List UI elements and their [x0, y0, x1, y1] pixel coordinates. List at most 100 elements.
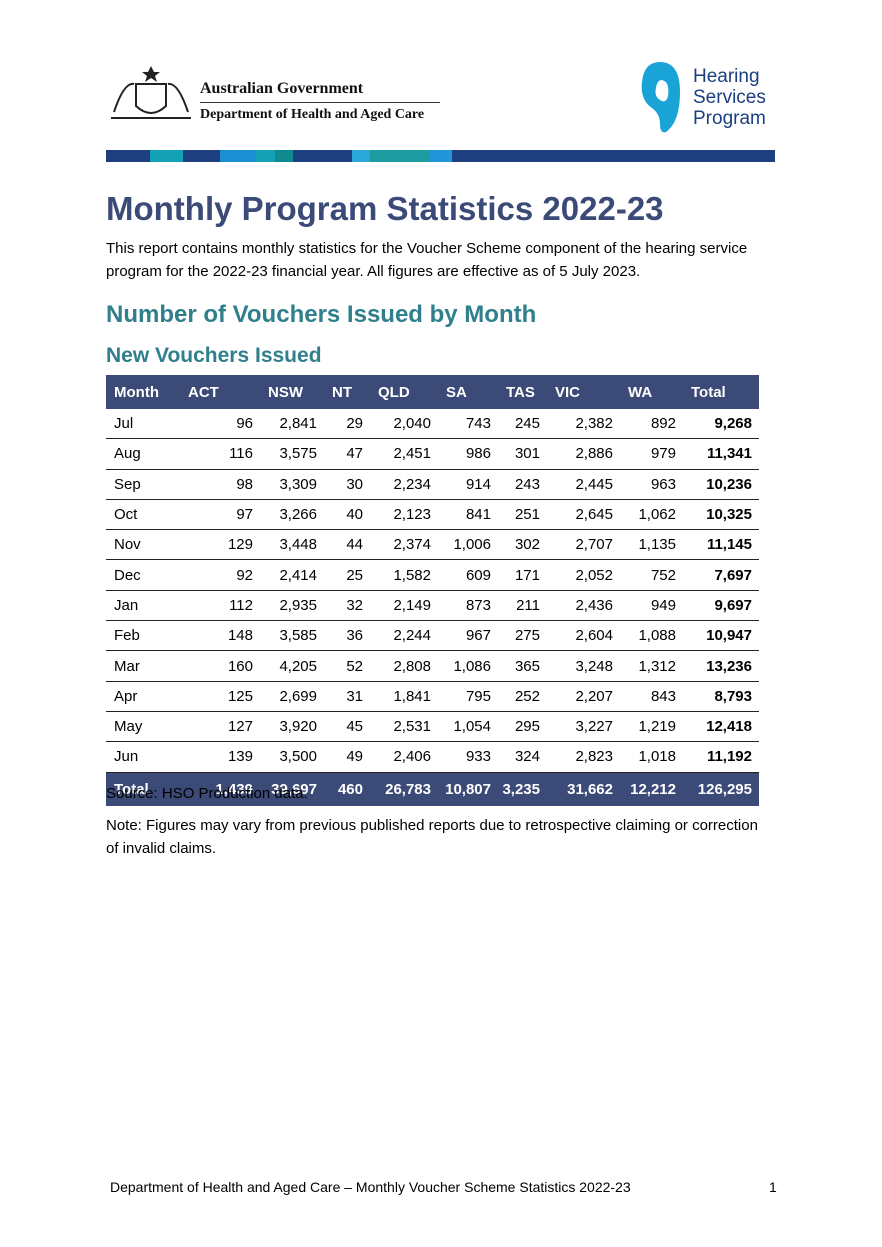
table-cell: 30	[324, 469, 370, 500]
table-cell: 25	[324, 559, 370, 591]
intro: This report contains monthly statistics …	[106, 240, 748, 280]
table-cell: 743	[438, 409, 498, 440]
table-cell: 127	[180, 711, 260, 743]
table-cell: 252	[498, 681, 547, 712]
table-cell: 171	[498, 559, 547, 591]
table-cell: Sep	[106, 469, 180, 500]
table-cell: 2,040	[370, 409, 438, 440]
column-header: Total	[683, 375, 759, 409]
table-cell: 2,406	[370, 741, 438, 773]
table-cell: 752	[620, 559, 683, 591]
table-cell: 2,374	[370, 529, 438, 561]
table-cell: May	[106, 711, 180, 743]
table-cell: Nov	[106, 529, 180, 561]
table-cell: 2,123	[370, 499, 438, 531]
table-cell: 13,236	[683, 650, 759, 682]
table-cell: 365	[498, 650, 547, 682]
table-cell: 1,018	[620, 741, 683, 773]
table-cell: 92	[180, 559, 260, 591]
table-cell: 914	[438, 469, 498, 500]
table-cell: 963	[620, 469, 683, 500]
table-cell: Oct	[106, 499, 180, 531]
table-cell: 873	[438, 590, 498, 622]
note: Note: Figures may vary from previous pub…	[106, 817, 758, 857]
table-cell: 160	[180, 650, 260, 682]
table-cell: Jul	[106, 409, 180, 440]
table-cell: Apr	[106, 681, 180, 712]
column-header: VIC	[547, 375, 620, 409]
total-cell: 12,212	[620, 772, 683, 806]
table-cell: 148	[180, 620, 260, 652]
table-cell: 2,808	[370, 650, 438, 682]
table-cell: Jun	[106, 741, 180, 773]
table-cell: 11,192	[683, 741, 759, 773]
table-row: Jan 112 2,935 32 2,149 873 211 2,436 949 9,697	[106, 590, 759, 622]
table-cell: 139	[180, 741, 260, 773]
page-number: 1	[769, 1179, 777, 1195]
hsp-logo-text: Hearing Services Program	[693, 66, 766, 129]
table-cell: 40	[324, 499, 370, 531]
table-cell: 36	[324, 620, 370, 652]
table-cell: 44	[324, 529, 370, 561]
table-cell: 98	[180, 469, 260, 500]
table-cell: 10,236	[683, 469, 759, 500]
gov-dept: Department of Health and Aged Care	[200, 107, 425, 122]
total-cell: 26,783	[370, 772, 438, 806]
table-cell: 795	[438, 681, 498, 712]
table-cell: 47	[324, 438, 370, 470]
logo-line: Program	[693, 108, 766, 129]
table-cell: 3,248	[547, 650, 620, 682]
gov-rule	[200, 102, 440, 103]
table-cell: 1,054	[438, 711, 498, 743]
table-cell: 3,227	[547, 711, 620, 743]
table-row: Apr 125 2,699 31 1,841 795 252 2,207 843 8,793	[106, 681, 759, 712]
table-cell: 2,604	[547, 620, 620, 652]
column-header: QLD	[370, 375, 438, 409]
table-cell: 245	[498, 409, 547, 440]
table-cell: 8,793	[683, 681, 759, 712]
logo-line: Services	[693, 87, 766, 108]
header-row: Month ACT NSW NT QLD SA TAS VIC WA Total	[106, 375, 759, 409]
total-cell: 460	[324, 772, 370, 806]
table-cell: 3,448	[260, 529, 324, 561]
table-cell: 211	[498, 590, 547, 622]
table-cell: 1,006	[438, 529, 498, 561]
table-cell: 9,697	[683, 590, 759, 622]
table-cell: 967	[438, 620, 498, 652]
table-cell: 2,052	[547, 559, 620, 591]
table-cell: 2,823	[547, 741, 620, 773]
footer-text: Department of Health and Aged Care – Mon…	[110, 1179, 631, 1195]
table-cell: 2,841	[260, 409, 324, 440]
table-cell: 1,062	[620, 499, 683, 531]
color-bar	[106, 150, 775, 162]
table-cell: 251	[498, 499, 547, 531]
table-cell: 7,697	[683, 559, 759, 591]
table-cell: 10,325	[683, 499, 759, 531]
title: Monthly Program Statistics 2022-23	[106, 190, 664, 227]
logo-line: Hearing	[693, 66, 760, 87]
table-cell: 979	[620, 438, 683, 470]
table-row: Oct 97 3,266 40 2,123 841 251 2,645 1,062 10,325	[106, 499, 759, 531]
table-cell: 2,531	[370, 711, 438, 743]
table-cell: 4,205	[260, 650, 324, 682]
table-cell: 3,585	[260, 620, 324, 652]
table-row: Mar 160 4,205 52 2,808 1,086 365 3,248 1,312 13,2…	[106, 650, 759, 682]
table-cell: 1,841	[370, 681, 438, 712]
table-cell: 2,707	[547, 529, 620, 561]
table-row: Sep 98 3,309 30 2,234 914 243 2,445 963 10,236	[106, 469, 759, 500]
table-row: Jul 96 2,841 29 2,040 743 245 2,382 892 9,268	[106, 409, 759, 440]
table-cell: 97	[180, 499, 260, 531]
table-cell: Jan	[106, 590, 180, 622]
table-row: May 127 3,920 45 2,531 1,054 295 3,227 1,219 12,4…	[106, 711, 759, 743]
table-cell: Mar	[106, 650, 180, 682]
column-header: WA	[620, 375, 683, 409]
table-cell: 2,445	[547, 469, 620, 500]
table-cell: 609	[438, 559, 498, 591]
column-header: NSW	[260, 375, 324, 409]
total-cell: Total	[106, 772, 180, 806]
table-cell: 11,341	[683, 438, 759, 470]
table-cell: 949	[620, 590, 683, 622]
total-row: Total 1,439 39,697 460 26,783 10,807 3,235 31,6…	[106, 772, 759, 806]
table-cell: 45	[324, 711, 370, 743]
